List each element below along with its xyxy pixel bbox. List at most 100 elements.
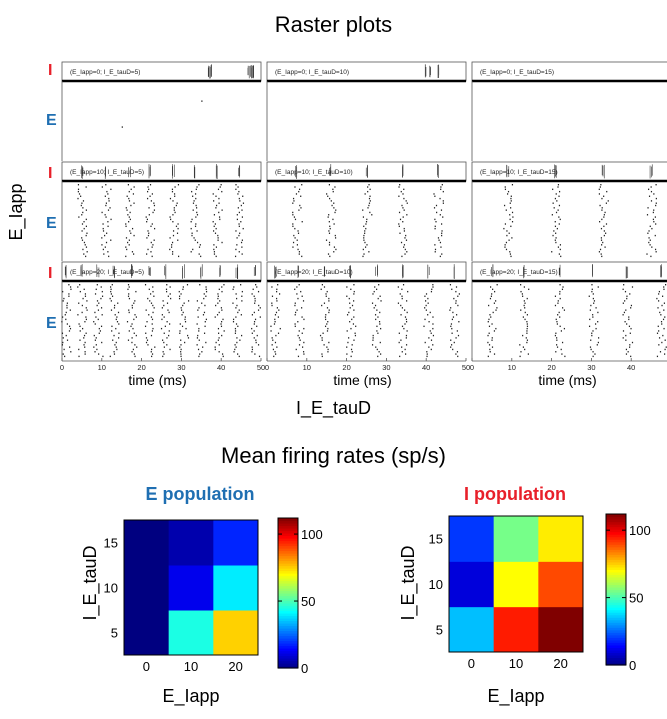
raster-E-spike	[184, 341, 186, 344]
raster-E-spike	[663, 302, 666, 304]
raster-E-spike	[110, 218, 112, 221]
raster-E-spike	[300, 207, 302, 209]
raster-E-spike	[270, 330, 272, 332]
raster-E-spike	[597, 286, 599, 288]
raster-E-spike	[191, 232, 193, 234]
raster-E-spike	[240, 284, 242, 286]
raster-E-spike	[296, 309, 298, 311]
raster-E-spike	[430, 332, 432, 334]
raster-E-spike	[219, 186, 221, 188]
raster-E-spike	[238, 211, 240, 214]
raster-x-tick-label: 0	[265, 363, 269, 372]
raster-E-spike	[199, 244, 201, 246]
raster-E-spike	[238, 234, 240, 237]
raster-E-spike	[558, 190, 561, 193]
raster-E-spike	[110, 288, 112, 291]
raster-E-spike	[115, 341, 117, 344]
raster-xlabel: I_E_tauD	[295, 398, 372, 418]
raster-E-spike	[489, 297, 492, 300]
raster-E-spike	[191, 190, 193, 193]
raster-E-spike	[353, 309, 355, 311]
raster-E-spike	[153, 202, 155, 204]
raster-E-spike	[62, 341, 64, 344]
raster-E-spike	[493, 353, 496, 355]
raster-E-spike	[254, 318, 257, 321]
raster-E-spike	[166, 344, 168, 346]
raster-E-spike	[328, 244, 331, 246]
raster-E-spike	[101, 295, 104, 297]
raster-E-spike	[294, 227, 296, 230]
raster-E-spike	[85, 316, 87, 318]
colorbar-segment	[606, 654, 626, 659]
colorbar-segment	[278, 645, 298, 649]
raster-E-spike	[650, 186, 652, 188]
raster-E-spike	[558, 311, 560, 314]
raster-E-spike	[605, 202, 607, 204]
raster-E-spike	[81, 214, 83, 216]
raster-E-spike	[154, 346, 156, 348]
colorbar-segment	[606, 592, 626, 596]
raster-E-spike	[172, 230, 175, 232]
raster-E-spike	[505, 209, 507, 211]
raster-E-spike	[190, 227, 192, 230]
colorbar-segment	[278, 533, 298, 537]
colorbar-segment	[278, 663, 298, 667]
raster-E-spike	[378, 321, 381, 323]
raster-E-spike	[153, 239, 155, 241]
raster-E-spike	[453, 297, 455, 300]
colorbar-segment	[278, 658, 298, 662]
raster-E-spike	[162, 355, 164, 358]
raster-E-spike	[491, 293, 493, 295]
raster-E-spike	[217, 188, 220, 191]
raster-E-spike	[488, 344, 491, 346]
raster-E-spike	[84, 321, 86, 323]
raster-E-spike	[82, 211, 84, 214]
raster-E-spike	[653, 193, 655, 195]
raster-E-spike	[146, 221, 148, 223]
raster-E-spike	[107, 209, 110, 211]
raster-E-spike	[66, 339, 69, 341]
raster-E-spike	[655, 223, 657, 225]
raster-E-spike	[378, 284, 380, 286]
raster-E-spike	[364, 193, 366, 195]
raster-E-spike	[84, 293, 87, 295]
raster-E-spike	[439, 241, 442, 244]
raster-E-spike	[603, 195, 605, 197]
raster-E-spike	[179, 330, 181, 332]
raster-E-spike	[374, 314, 377, 316]
raster-E-spike	[523, 300, 525, 302]
raster-E-spike	[487, 341, 489, 344]
raster-E-spike	[441, 230, 443, 232]
raster-E-spike	[221, 190, 223, 193]
raster-E-spike	[251, 332, 253, 334]
raster-E-spike	[379, 341, 381, 344]
colorbar-segment	[278, 535, 298, 539]
raster-E-spike	[220, 307, 223, 309]
raster-E-spike	[369, 188, 371, 191]
raster-E-spike	[242, 195, 244, 197]
raster-E-spike	[605, 232, 607, 234]
raster-E-spike	[198, 339, 200, 341]
colorbar-segment	[606, 574, 626, 578]
raster-E-spike	[165, 288, 168, 291]
raster-E-spike	[452, 311, 454, 314]
raster-E-spike	[166, 302, 169, 304]
raster-E-spike	[68, 330, 71, 332]
raster-E-spike	[78, 302, 80, 304]
raster-E-spike	[624, 321, 626, 323]
raster-E-spike	[657, 307, 659, 309]
raster-E-spike	[442, 190, 444, 193]
raster-E-spike	[402, 207, 404, 209]
heatmap-x-tick: 20	[553, 656, 567, 671]
raster-E-spike	[147, 234, 150, 237]
raster-E-spike	[494, 290, 496, 293]
raster-E-spike	[215, 207, 217, 209]
panel-xlabel-2: time (ms)	[538, 372, 597, 388]
raster-E-spike	[456, 351, 459, 353]
raster-E-spike	[215, 304, 217, 307]
raster-E-spike	[199, 284, 201, 286]
raster-E-spike	[599, 248, 602, 251]
row-label-E-0: E	[46, 112, 57, 129]
raster-E-spike	[440, 246, 442, 248]
raster-E-spike	[180, 344, 182, 346]
